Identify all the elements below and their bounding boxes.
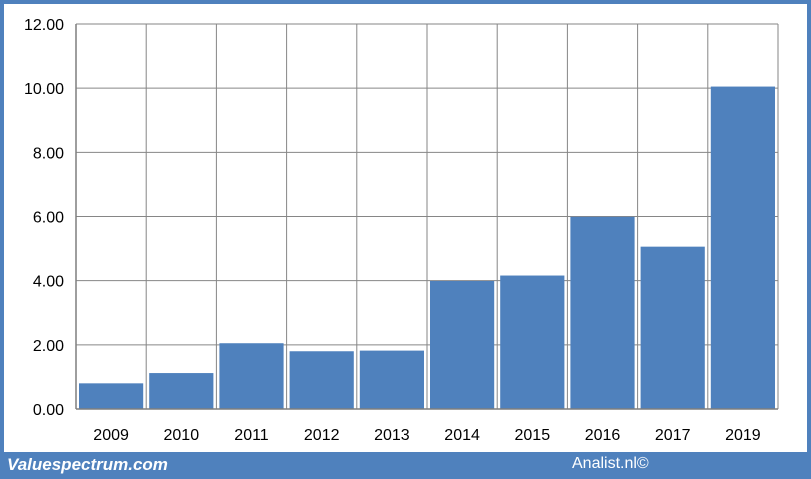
y-tick-label: 10.00	[24, 81, 64, 98]
source-label: Valuespectrum.com	[7, 455, 168, 474]
chart-panel: 0.00 2.00 4.00 6.00 8.00 10.00 12.00 2009 2010 20…	[4, 4, 807, 452]
bar-2010	[149, 373, 214, 409]
bar-2009	[79, 383, 144, 409]
credit-label: Analist.nl©	[572, 455, 649, 472]
y-tick-label: 12.00	[24, 17, 64, 34]
bar-2014	[430, 280, 495, 409]
bar-2013	[359, 350, 424, 409]
y-tick-label: 6.00	[33, 210, 64, 227]
bar-2019	[710, 86, 775, 409]
x-tick-label: 2017	[655, 427, 691, 444]
y-tick-label: 8.00	[33, 145, 64, 162]
bar-chart: 0.00 2.00 4.00 6.00 8.00 10.00 12.00 2009 2010 20…	[24, 17, 779, 444]
bar-2015	[500, 275, 565, 409]
bar-2017	[640, 246, 705, 409]
y-tick-label: 2.00	[33, 338, 64, 355]
x-tick-label: 2009	[93, 427, 129, 444]
x-tick-label: 2014	[444, 427, 480, 444]
y-tick-label: 0.00	[33, 402, 64, 419]
x-tick-label: 2019	[725, 427, 761, 444]
bar-2012	[289, 351, 354, 409]
bar-2016	[570, 216, 635, 409]
x-tick-label: 2015	[515, 427, 551, 444]
x-tick-label: 2010	[164, 427, 200, 444]
x-tick-label: 2011	[234, 427, 269, 444]
x-tick-label: 2013	[374, 427, 410, 444]
x-tick-label: 2012	[304, 427, 340, 444]
y-tick-label: 4.00	[33, 274, 64, 291]
x-tick-label: 2016	[585, 427, 621, 444]
bar-2011	[219, 343, 284, 409]
